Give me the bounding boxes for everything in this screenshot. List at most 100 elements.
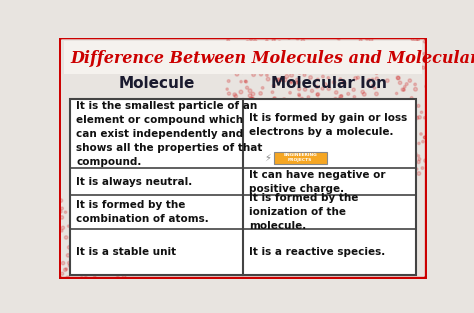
Circle shape: [374, 161, 376, 163]
Circle shape: [64, 268, 67, 272]
Circle shape: [241, 126, 244, 130]
Circle shape: [131, 212, 134, 214]
Circle shape: [245, 108, 247, 110]
Circle shape: [307, 143, 310, 146]
Circle shape: [244, 80, 246, 82]
Circle shape: [295, 82, 298, 84]
Circle shape: [273, 102, 276, 105]
Circle shape: [117, 217, 120, 220]
Circle shape: [359, 39, 362, 42]
Circle shape: [120, 244, 124, 248]
Circle shape: [92, 206, 96, 210]
Circle shape: [128, 262, 131, 265]
Circle shape: [415, 168, 418, 170]
Circle shape: [322, 71, 325, 73]
Circle shape: [327, 160, 330, 164]
Circle shape: [386, 128, 389, 131]
Circle shape: [82, 264, 86, 267]
Circle shape: [341, 57, 345, 61]
Circle shape: [271, 169, 274, 172]
Circle shape: [309, 76, 312, 79]
Circle shape: [85, 194, 89, 198]
Circle shape: [116, 264, 119, 267]
Text: It can have negative or
positive charge.: It can have negative or positive charge.: [249, 170, 386, 194]
Circle shape: [407, 147, 410, 151]
Circle shape: [301, 39, 305, 42]
Circle shape: [274, 113, 277, 116]
Circle shape: [116, 276, 119, 280]
Bar: [70, 99, 416, 275]
Circle shape: [67, 225, 70, 227]
Circle shape: [399, 116, 402, 120]
Circle shape: [112, 204, 116, 208]
Circle shape: [347, 161, 350, 164]
Circle shape: [410, 113, 413, 115]
Circle shape: [375, 72, 378, 74]
Circle shape: [79, 197, 82, 200]
Circle shape: [377, 137, 380, 140]
Circle shape: [246, 110, 248, 113]
Circle shape: [61, 207, 64, 210]
Circle shape: [342, 81, 346, 85]
Circle shape: [323, 163, 325, 166]
Circle shape: [355, 60, 358, 64]
Circle shape: [251, 92, 255, 96]
Circle shape: [289, 167, 291, 169]
Circle shape: [369, 132, 372, 135]
Circle shape: [259, 73, 263, 76]
Circle shape: [314, 128, 317, 131]
Circle shape: [414, 83, 416, 86]
Circle shape: [409, 46, 412, 49]
Circle shape: [386, 111, 389, 114]
Circle shape: [118, 228, 121, 231]
Circle shape: [299, 130, 302, 133]
Circle shape: [228, 92, 230, 95]
Circle shape: [264, 48, 267, 51]
Circle shape: [238, 141, 241, 144]
Text: It is a stable unit: It is a stable unit: [76, 247, 176, 257]
Circle shape: [417, 104, 420, 107]
Circle shape: [399, 172, 402, 176]
Circle shape: [246, 159, 250, 162]
Circle shape: [423, 53, 426, 55]
Circle shape: [365, 112, 368, 116]
Circle shape: [276, 146, 278, 149]
Circle shape: [402, 89, 405, 91]
Circle shape: [248, 141, 252, 145]
Circle shape: [126, 256, 128, 259]
Circle shape: [382, 157, 384, 159]
Circle shape: [316, 78, 319, 81]
Circle shape: [366, 173, 369, 176]
Circle shape: [275, 109, 278, 112]
Circle shape: [126, 221, 128, 224]
Circle shape: [247, 47, 251, 51]
Circle shape: [378, 159, 380, 161]
Circle shape: [380, 159, 384, 163]
Circle shape: [294, 149, 298, 152]
Circle shape: [64, 236, 68, 239]
Circle shape: [347, 53, 351, 57]
Circle shape: [394, 130, 398, 134]
Circle shape: [363, 124, 366, 128]
Circle shape: [246, 105, 249, 108]
Circle shape: [248, 55, 251, 58]
Circle shape: [359, 125, 362, 128]
Circle shape: [372, 164, 374, 167]
Circle shape: [335, 113, 339, 117]
Circle shape: [261, 87, 264, 89]
Circle shape: [377, 54, 379, 57]
Circle shape: [300, 155, 303, 158]
Circle shape: [71, 223, 73, 226]
Circle shape: [344, 46, 347, 49]
Circle shape: [332, 64, 335, 67]
Circle shape: [84, 191, 86, 193]
Circle shape: [302, 49, 306, 53]
Circle shape: [279, 170, 281, 172]
Circle shape: [335, 108, 338, 112]
Circle shape: [262, 156, 265, 160]
Circle shape: [261, 99, 264, 102]
Circle shape: [126, 267, 129, 269]
Circle shape: [303, 125, 307, 128]
Circle shape: [280, 79, 283, 81]
Circle shape: [64, 211, 67, 213]
